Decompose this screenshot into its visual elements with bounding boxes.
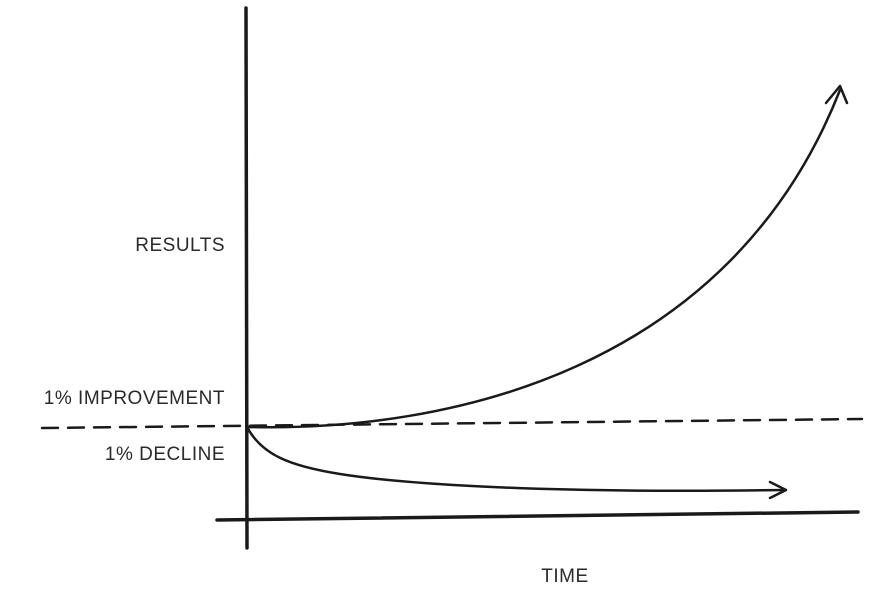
improvement-curve [245,88,842,429]
improvement-arrowhead [824,84,849,105]
improvement-label: 1% IMPROVEMENT [44,388,225,409]
vertical-axis [244,6,249,550]
decline-arrowhead [768,480,788,500]
decline-curve [245,425,787,493]
horizontal-axis [215,510,860,522]
decline-label: 1% DECLINE [105,444,225,465]
y-axis-label: RESULTS [135,235,225,256]
baseline [40,417,864,430]
x-axis-label: TIME [541,566,588,587]
